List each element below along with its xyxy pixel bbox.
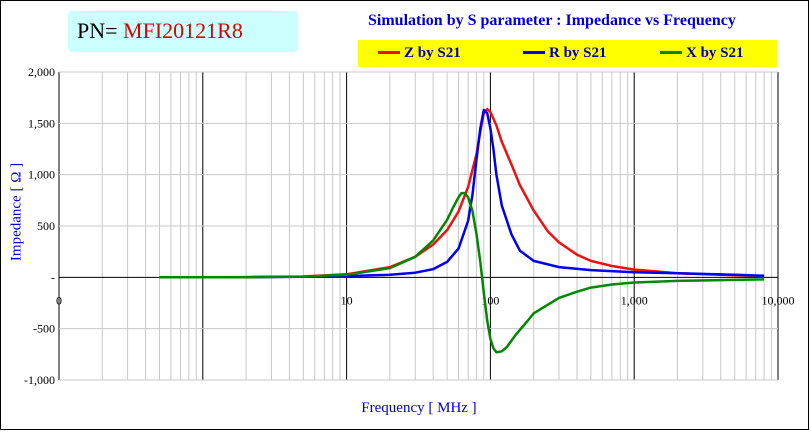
part-number-box: PN= MFI20121R8 bbox=[68, 11, 298, 52]
part-number-label: PN= bbox=[77, 18, 118, 43]
series-line-x bbox=[159, 191, 765, 354]
legend-swatch-z bbox=[378, 51, 400, 55]
legend-item-z: Z by S21 bbox=[378, 45, 461, 62]
x-tick-label: 1,000 bbox=[621, 293, 648, 307]
y-axis-label: Impedance [ Ω ] bbox=[8, 162, 25, 262]
y-tick-label: 1,000 bbox=[28, 168, 55, 182]
part-number-text: PN= MFI20121R8 bbox=[77, 18, 243, 44]
x-tick-label: 0 bbox=[56, 293, 62, 307]
y-tick-label: -1,000 bbox=[24, 373, 55, 387]
x-axis-label: Frequency [ MHz ] bbox=[361, 400, 477, 416]
y-tick-label: 1,500 bbox=[28, 116, 55, 130]
y-tick-label: -500 bbox=[33, 322, 55, 336]
y-tick-label: 2,000 bbox=[28, 65, 55, 79]
legend-label-r: R by S21 bbox=[549, 45, 607, 61]
legend-swatch-r bbox=[523, 51, 545, 55]
x-tick-label: 10 bbox=[341, 293, 353, 307]
legend-item-r: R by S21 bbox=[523, 45, 607, 62]
x-tick-label: 10,000 bbox=[762, 293, 795, 307]
legend-item-x: X by S21 bbox=[660, 45, 744, 62]
y-tick-label: 500 bbox=[37, 219, 55, 233]
chart-title: Simulation by S parameter : Impedance vs… bbox=[368, 12, 736, 29]
legend-label-z: Z by S21 bbox=[404, 45, 461, 61]
legend: Z by S21 R by S21 X by S21 bbox=[358, 40, 777, 67]
y-tick-label: - bbox=[51, 270, 55, 284]
series-line-r bbox=[159, 108, 765, 279]
legend-swatch-x bbox=[660, 51, 682, 55]
part-number-value: MFI20121R8 bbox=[123, 18, 243, 43]
legend-label-x: X by S21 bbox=[686, 45, 744, 61]
